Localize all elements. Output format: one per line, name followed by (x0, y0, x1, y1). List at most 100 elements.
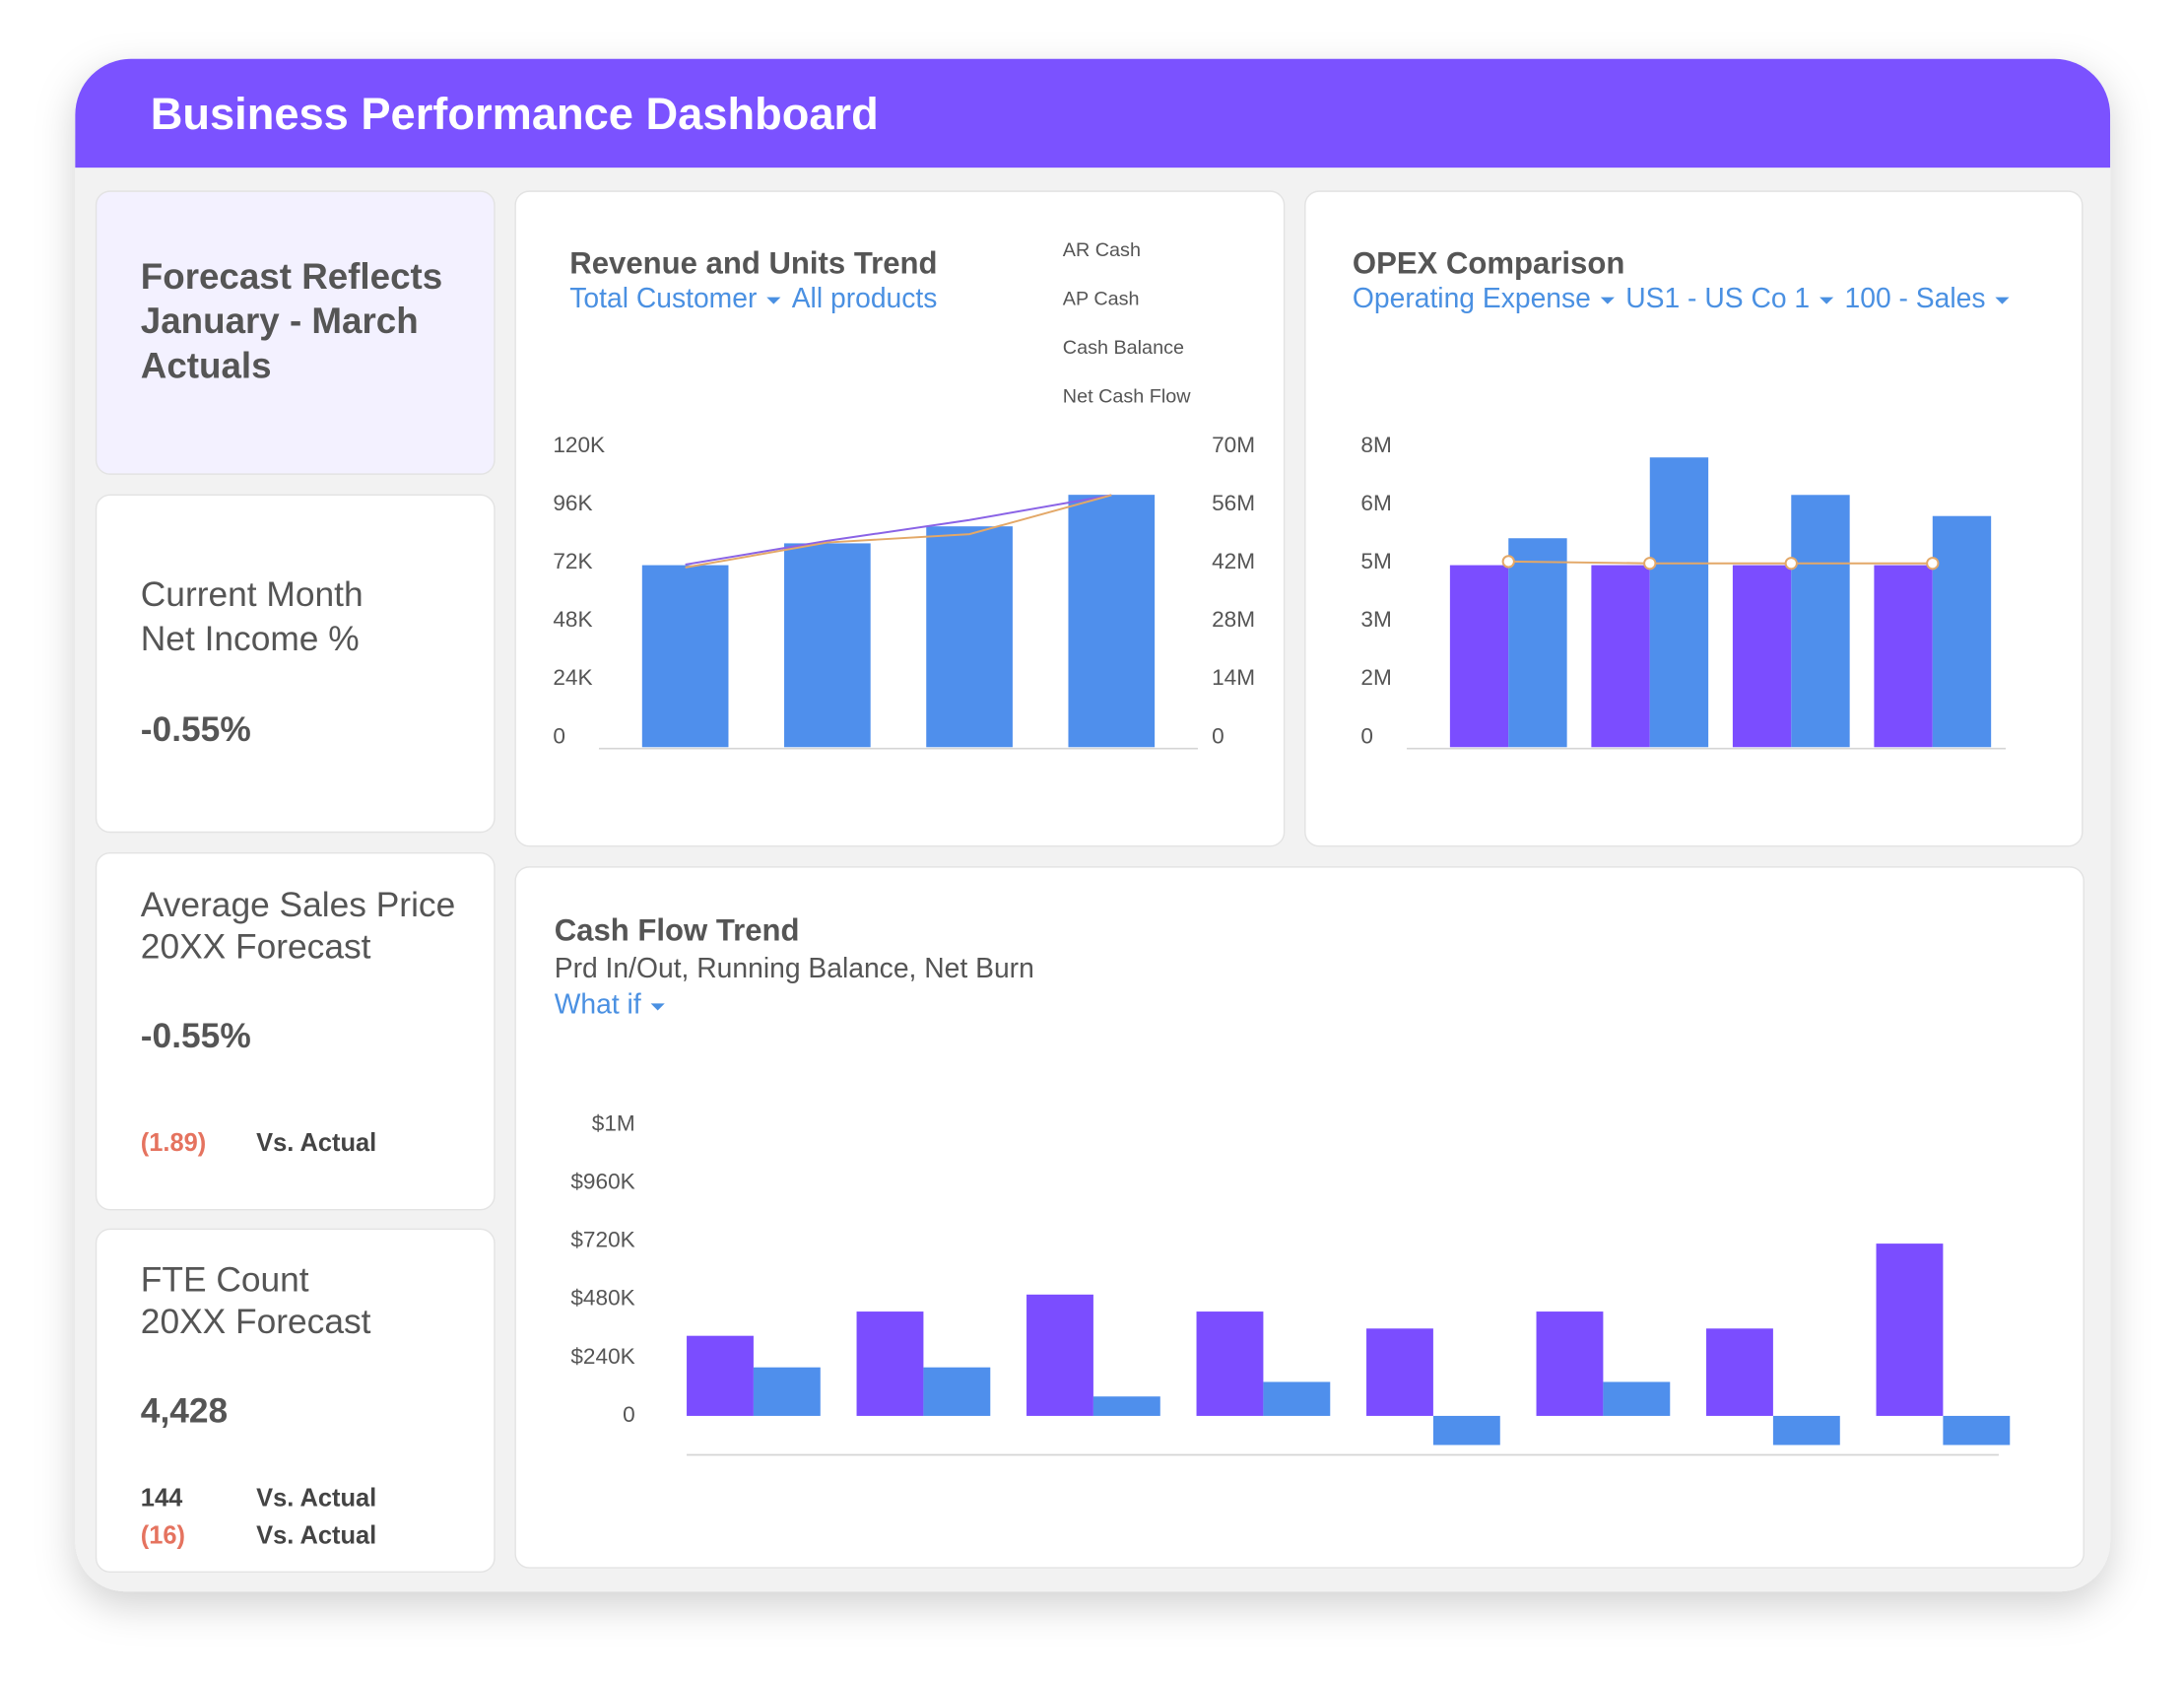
line-marker (1784, 557, 1798, 571)
bar (1432, 1415, 1500, 1446)
bar (926, 526, 1013, 748)
card-title: Forecast Reflects (141, 256, 442, 297)
tick-label: 14M (1212, 665, 1255, 690)
filter[interactable]: Total Customer (569, 282, 757, 313)
dropdown-caret[interactable] (1995, 297, 2010, 304)
line (685, 494, 1112, 566)
bar (1068, 495, 1156, 748)
legend-entry: Cash Balance (1063, 337, 1184, 359)
tick-label: 0 (553, 723, 565, 748)
bar (1449, 565, 1509, 748)
bar (1772, 1415, 1840, 1446)
card-value: 4,428 (141, 1391, 228, 1430)
bar (1536, 1311, 1604, 1416)
legend-entry: AP Cash (1063, 289, 1140, 310)
card-title: Current Month (141, 575, 364, 614)
tick-label: 3M (1360, 607, 1391, 632)
card-title: 20XX Forecast (141, 928, 371, 967)
filter[interactable]: Operating Expense (1353, 282, 1591, 313)
bar (1876, 1244, 1944, 1416)
filter[interactable]: US1 - US Co 1 (1625, 282, 1810, 313)
bar (1591, 565, 1650, 748)
bar (923, 1367, 991, 1416)
tick-label: 2M (1360, 665, 1391, 690)
bar (641, 565, 729, 748)
tick-label: $720K (570, 1228, 634, 1252)
bar (1649, 457, 1709, 748)
tick-label: 5M (1360, 549, 1391, 573)
header-title: Business Performance Dashboard (151, 89, 879, 139)
bar (1706, 1328, 1773, 1416)
header-bar (75, 58, 2111, 168)
card-title: Net Income % (141, 620, 360, 658)
card (95, 190, 496, 475)
comparison-label: Vs. Actual (256, 1522, 376, 1550)
bar (687, 1335, 754, 1416)
card-title: 20XX Forecast (141, 1303, 371, 1341)
tick-label: 8M (1360, 433, 1391, 457)
comparison-label: Vs. Actual (256, 1129, 376, 1157)
tick-label: $480K (570, 1286, 634, 1311)
comparison-label: Vs. Actual (256, 1484, 376, 1512)
tick-label: 0 (623, 1402, 635, 1427)
chart-title: OPEX Comparison (1353, 245, 1624, 280)
bar (856, 1311, 924, 1416)
filter[interactable]: What if (555, 988, 641, 1020)
dropdown-caret[interactable] (1820, 297, 1834, 304)
line-marker (1926, 557, 1940, 571)
bar (1263, 1381, 1331, 1416)
tick-label: $960K (570, 1170, 634, 1194)
filter[interactable]: 100 - Sales (1845, 282, 1986, 313)
card (95, 852, 496, 1211)
tick-label: $240K (570, 1344, 634, 1369)
bar (1791, 495, 1850, 748)
tick-label: 24K (553, 665, 592, 690)
tick-label: 42M (1212, 549, 1255, 573)
dropdown-caret[interactable] (766, 297, 781, 304)
card-value: -0.55% (141, 1017, 251, 1055)
chart-title: Cash Flow Trend (555, 913, 800, 948)
tick-label: 72K (553, 549, 592, 573)
card-title: Average Sales Price (141, 886, 455, 924)
tick-label: 28M (1212, 607, 1255, 632)
line-marker (1643, 557, 1657, 571)
bar (1932, 515, 1992, 748)
legend-entry: AR Cash (1063, 239, 1141, 261)
bar (753, 1367, 821, 1416)
tick-label: 48K (553, 607, 592, 632)
comparison-value: (16) (141, 1522, 185, 1550)
tick-label: 120K (553, 433, 605, 457)
card-title: FTE Count (141, 1261, 309, 1300)
bar (1943, 1415, 2011, 1446)
filter[interactable]: All products (792, 282, 938, 313)
card-value: -0.55% (141, 710, 251, 749)
bar (1196, 1311, 1264, 1416)
dropdown-caret[interactable] (650, 1003, 665, 1011)
bar (1874, 565, 1933, 748)
tick-label: 56M (1212, 491, 1255, 515)
legend-entry: Net Cash Flow (1063, 386, 1191, 408)
bar (1092, 1396, 1160, 1416)
card-title: Actuals (141, 345, 272, 385)
comparison-value: (1.89) (141, 1129, 206, 1157)
chart-title: Revenue and Units Trend (569, 245, 937, 280)
bar (1508, 538, 1567, 748)
tick-label: 0 (1212, 723, 1224, 748)
tick-label: 0 (1360, 723, 1373, 748)
line-marker (1501, 555, 1515, 569)
tick-label: $1M (592, 1110, 635, 1135)
bar (784, 543, 871, 748)
line (1508, 560, 1933, 565)
comparison-value: 144 (141, 1484, 183, 1512)
card-title: January - March (141, 301, 419, 341)
tick-label: 70M (1212, 433, 1255, 457)
bar (1732, 565, 1792, 748)
line (685, 494, 1112, 569)
card (95, 494, 496, 834)
tick-label: 96K (553, 491, 592, 515)
dropdown-caret[interactable] (1600, 297, 1615, 304)
bar (1366, 1328, 1433, 1416)
tick-label: 6M (1360, 491, 1391, 515)
